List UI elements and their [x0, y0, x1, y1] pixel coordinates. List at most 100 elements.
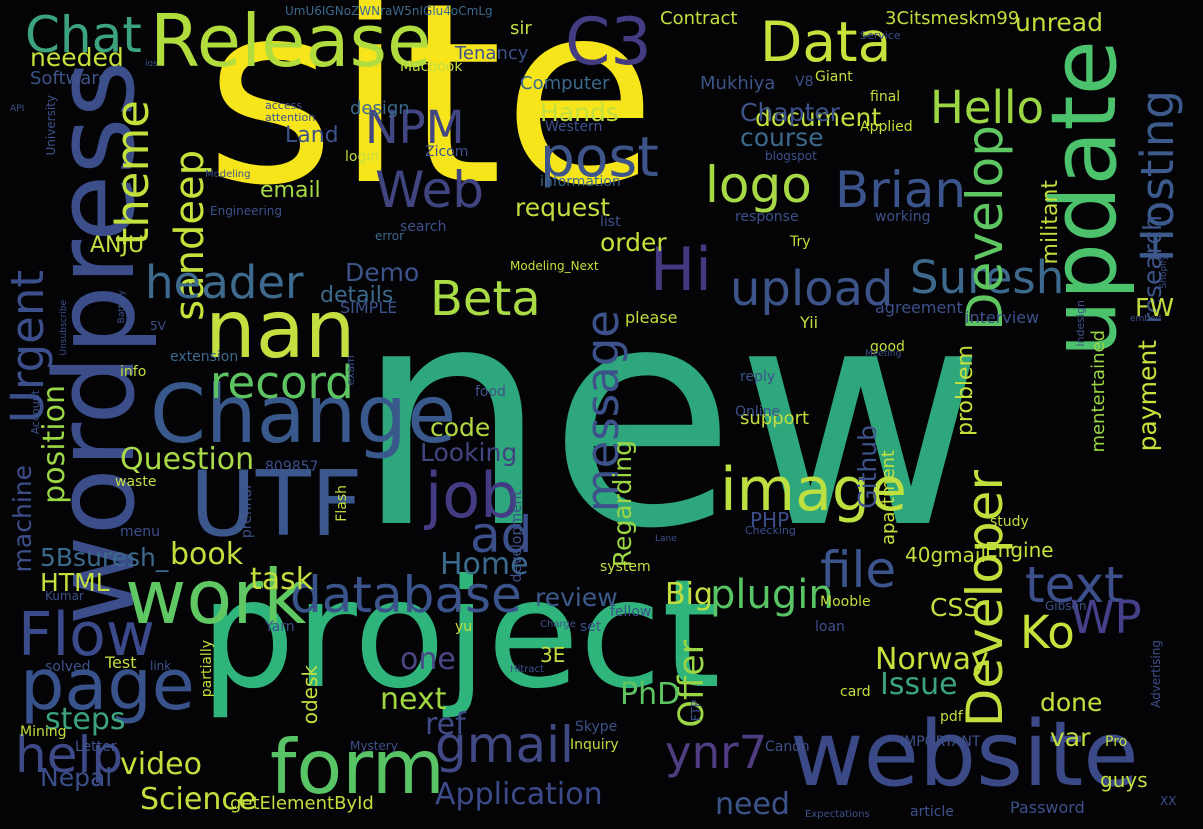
word-shopify: Shopify [1159, 255, 1169, 289]
word-page: page [20, 644, 195, 726]
word-steps: steps [45, 702, 126, 737]
word-information: information [540, 174, 621, 190]
word-unread: unread [1015, 8, 1103, 37]
word-file: file [820, 541, 897, 599]
word-tenancy: Tenancy [455, 43, 529, 64]
word-gmail: gmail [435, 716, 574, 774]
word-lane: Lane [655, 534, 677, 544]
word-norway: Norway [875, 642, 989, 677]
word-software: Software [30, 68, 110, 89]
word-odesk: odesk [298, 665, 322, 725]
word-needed: needed [30, 43, 124, 72]
word-getelementbyid: getElementById [230, 793, 374, 814]
word-guys: guys [1100, 768, 1148, 792]
word-hi: Hi [650, 235, 712, 305]
word-post: post [540, 125, 659, 189]
word-book: book [170, 537, 244, 572]
word-ynr7: ynr7 [665, 726, 768, 779]
word-payment: payment [1133, 340, 1162, 452]
word-position: position [37, 385, 72, 504]
word-advertising: Advertising [1149, 640, 1163, 708]
word-development: development [509, 490, 525, 583]
word-giant: Giant [815, 69, 853, 85]
word-card: card [840, 684, 871, 700]
word-test: Test [105, 653, 137, 672]
word-letter: Letter [75, 739, 117, 755]
word-mukhiya: Mukhiya [700, 73, 776, 94]
word-home: Home [440, 547, 529, 582]
word-document: document [755, 103, 882, 132]
word-nan: nan [205, 283, 356, 376]
word-utf: UTF [190, 452, 363, 557]
word-ftp: FTP [689, 700, 703, 722]
word-working: working [875, 209, 931, 225]
word-chat: Chat [25, 6, 142, 64]
word-github: Github [853, 425, 882, 509]
word-chapter: Chapter [740, 98, 840, 127]
word-sir: sir [510, 18, 532, 39]
word-inquiry: Inquiry [570, 737, 619, 753]
word-hello: Hello [930, 81, 1045, 134]
word-hitract: Hitract [510, 664, 544, 675]
word-system: system [600, 559, 651, 575]
word-done: done [1040, 688, 1103, 717]
word-loan: loan [815, 619, 845, 635]
word-change: Change [150, 368, 457, 461]
word-unsubscribe: Unsubscribe [59, 300, 69, 356]
word-checking: Checking [745, 524, 796, 537]
word-reply: reply [740, 369, 776, 385]
word-blogspot: blogspot [765, 149, 817, 163]
word-mooble: Mooble [820, 594, 871, 610]
word-5bsuresh: 5Bsuresh_ [40, 543, 169, 572]
word-40gmail: 40gmail [905, 543, 986, 567]
word-809857: 809857 [265, 459, 319, 475]
word-interview: interview [965, 308, 1040, 327]
word-anju: ANJU [90, 233, 145, 258]
word-html: HTML [40, 568, 110, 597]
word-extension: extension [170, 349, 239, 365]
word-western: Western [545, 119, 603, 135]
word-error: error [375, 229, 405, 243]
word-mining: Mining [20, 724, 67, 740]
word-militant: militant [1038, 180, 1063, 265]
word-review: review [535, 583, 618, 612]
word-zicom: Zicom [425, 144, 469, 160]
word-record: record [210, 356, 354, 409]
word-study: study [990, 514, 1029, 530]
word-meeting: Meeting [865, 349, 902, 359]
word-important: IMPORTANT [900, 734, 981, 750]
word-video: video [120, 747, 202, 782]
word-skype: Skype [575, 719, 618, 735]
word-brian: Brian [835, 161, 967, 219]
word-xx: XX [1160, 794, 1177, 808]
word-list: list [600, 214, 621, 230]
word-ref: ref [425, 707, 466, 742]
word-request: request [515, 193, 611, 222]
word-big: Big [665, 577, 713, 612]
word-partially: partially [199, 640, 215, 698]
word-v8: V8 [795, 74, 814, 90]
word-next: next [380, 682, 447, 717]
word-data: Data [760, 10, 892, 74]
word-new: new [355, 240, 986, 595]
word-login: login [345, 149, 380, 165]
word-order: order [600, 228, 667, 257]
word-simple: SIMPLE [340, 298, 398, 317]
word-need: need [715, 787, 790, 822]
word-kumar: Kumar [45, 589, 84, 603]
word-text: text [1025, 556, 1124, 614]
word-project: project [200, 548, 721, 722]
word-website: website [790, 702, 1139, 807]
word-api: API [10, 104, 25, 114]
word-question: Question [120, 442, 255, 477]
word-npm: NPM [365, 101, 465, 154]
word-mystery: Mystery [350, 739, 398, 753]
word-account: Account [29, 390, 42, 435]
word-attention: attention [265, 111, 316, 124]
word-details: details [320, 283, 394, 308]
word-info: info [120, 364, 147, 380]
word-work: work [125, 553, 307, 641]
word-yarn: Yarn [265, 619, 295, 635]
word-flow: Flow [18, 600, 155, 670]
